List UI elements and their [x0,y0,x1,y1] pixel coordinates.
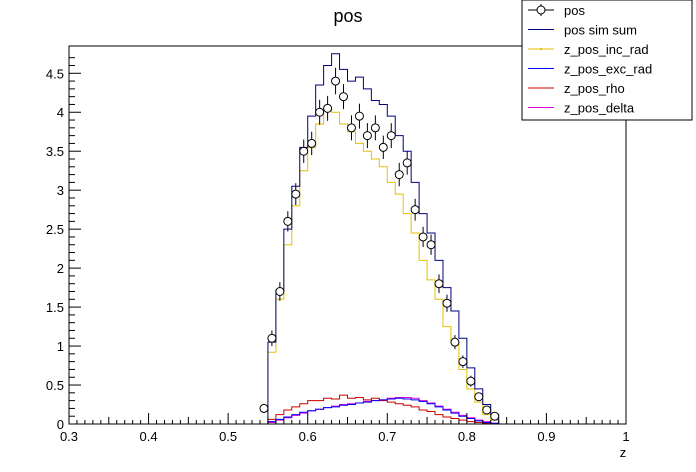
series-line-z-pos-inc-rad [69,107,626,425]
legend-entry-pos-sim-sum: pos sim sum [528,23,637,38]
legend-marker [539,47,543,51]
legend-label: z_pos_exc_rad [564,62,652,77]
data-point [299,146,309,156]
data-point [291,189,301,199]
data-point [331,76,341,86]
x-tick-label: 0.4 [140,429,158,444]
legend-label: z_pos_delta [564,101,635,116]
data-point [354,111,364,121]
legend-box [521,0,693,121]
x-tick-label: 1 [622,429,629,444]
legend-entry-z-pos-exc-rad: z_pos_exc_rad [528,62,652,77]
data-point [434,279,444,289]
legend-label: pos [564,3,585,18]
legend-entry-pos: pos [528,3,585,18]
data-point [426,240,436,250]
x-tick-label: 0.7 [378,429,396,444]
data-point [370,123,380,133]
y-tick-label: 3.5 [46,144,64,159]
x-axis: 0.3 0.4 0.5 0.6 0.7 0.8 0.9 1 [60,413,630,444]
x-tick-label: 0.5 [219,429,237,444]
y-tick-label: 1.5 [46,300,64,315]
y-tick-label: 4 [57,105,64,120]
legend: pos pos sim sum z_pos_inc_rad z_pos_exc_rad… [521,0,693,121]
data-point [275,287,285,297]
data-point [259,403,269,413]
data-point [386,131,396,141]
y-tick-label: 0 [57,417,64,432]
data-point [315,107,325,117]
legend-label: z_pos_rho [564,81,625,96]
data-point [323,103,333,113]
y-tick-label: 0.5 [46,378,64,393]
data-point [466,376,476,386]
y-tick-label: 3 [57,183,64,198]
y-tick-label: 1 [57,339,64,354]
y-tick-label: 2.5 [46,222,64,237]
y-axis: 0 0.5 1 1.5 2 2.5 3 3.5 4 4.5 [46,57,81,432]
series-line-pos-sim-sum [69,53,626,425]
legend-entry-z-pos-inc-rad: z_pos_inc_rad [528,42,649,57]
x-tick-label: 0.8 [458,429,476,444]
data-point [402,158,412,168]
legend-label: pos sim sum [564,23,637,38]
data-point [442,298,452,308]
x-tick-label: 0.3 [60,429,78,444]
legend-label: z_pos_inc_rad [564,42,649,57]
data-point [458,357,468,367]
data-point [410,205,420,215]
y-tick-label: 2 [57,261,64,276]
chart-title: pos [333,6,362,26]
data-point [378,142,388,152]
data-point [339,92,349,102]
data-point [450,337,460,347]
x-tick-label: 0.9 [537,429,555,444]
legend-entry-z-pos-delta: z_pos_delta [528,101,635,116]
legend-entry-z-pos-rho: z_pos_rho [528,81,625,96]
data-point [283,216,293,226]
data-point [418,232,428,242]
data-point [346,123,356,133]
data-point [267,333,277,343]
data-point [394,170,404,180]
data-point [307,138,317,148]
series-line-z-pos-exc-rad [69,397,626,425]
legend-marker [536,5,546,15]
x-axis-label: z [620,445,627,460]
data-point [362,131,372,141]
data-point [490,411,500,421]
y-tick-label: 4.5 [46,66,64,81]
data-point [482,405,492,415]
data-points-layer [259,67,500,421]
data-point [474,392,484,402]
x-tick-label: 0.6 [299,429,317,444]
